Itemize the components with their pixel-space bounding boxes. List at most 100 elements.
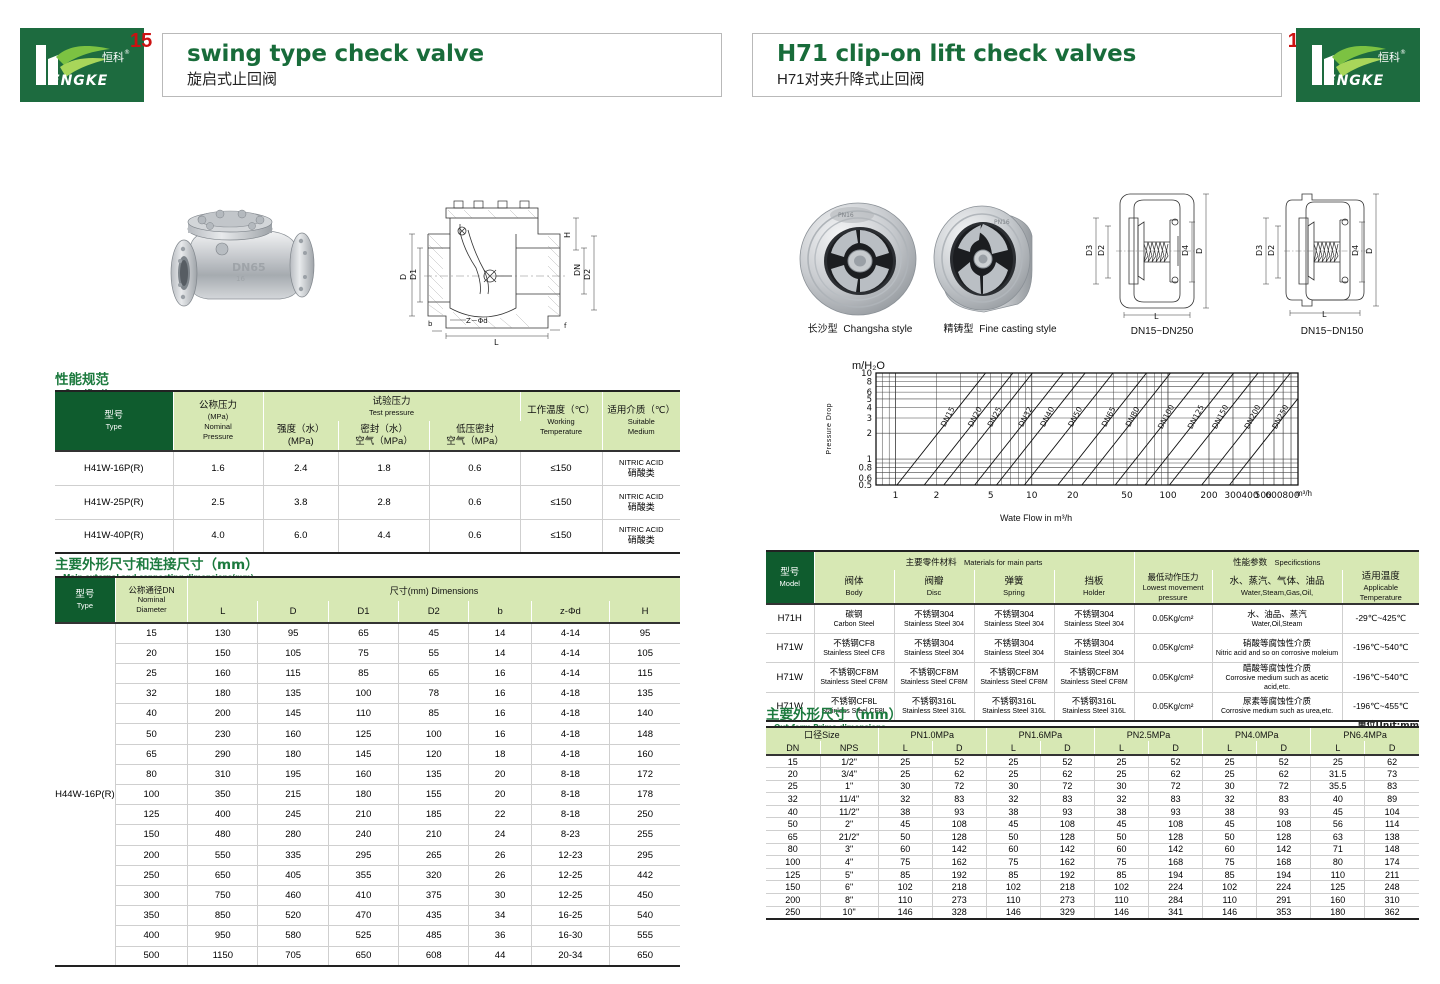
cell-zd: 8-18 xyxy=(531,804,611,825)
cell-L: 550 xyxy=(187,844,259,866)
cell-model: H71W xyxy=(766,632,815,662)
th-dim-d1: D1 xyxy=(328,601,400,623)
cell-zd: 12-25 xyxy=(531,864,611,886)
table-row: 250 650 405 355 320 26 12-25 442 xyxy=(55,864,680,886)
cell-v6: 50 xyxy=(1202,830,1258,844)
svg-text:5: 5 xyxy=(988,491,994,501)
cell-disc: 不锈钢316L Stainless Steel 316L xyxy=(894,691,975,721)
cell-v6: 102 xyxy=(1202,880,1258,894)
cell-zd: 16-30 xyxy=(531,925,611,946)
cell-dn: 300 xyxy=(115,884,189,906)
cell-v8: 63 xyxy=(1310,830,1366,844)
cell-lowest-pressure: 0.05Kg/cm² xyxy=(1134,603,1213,633)
cell-v7: 224 xyxy=(1256,880,1312,894)
cell-lowest-pressure: 0.05Kg/cm² xyxy=(1134,691,1213,721)
cell-v8: 40 xyxy=(1310,792,1366,806)
pressure-drop-flow-chart: m/H₂O Pressure Drop 10 8 6 5 4 3 2 1 0.8 0.6 0.5 1 2… xyxy=(826,360,1320,528)
table-row: 15 1/2" 25 52 25 52 25 52 25 52 25 62 xyxy=(766,754,1419,768)
cell-type: H41W-16P(R) xyxy=(55,450,174,485)
cell-H: 115 xyxy=(609,662,680,684)
th-dim-b: b xyxy=(468,601,532,623)
cell-v8: 71 xyxy=(1310,842,1366,856)
cell-v1: 162 xyxy=(932,855,987,869)
th-dim-d: D xyxy=(257,601,329,623)
cell-dn: 32 xyxy=(766,792,821,806)
cell-strength: 3.8 xyxy=(263,484,340,519)
cell-v4: 30 xyxy=(1094,779,1150,793)
cell-v2: 25 xyxy=(986,754,1041,768)
svg-text:10: 10 xyxy=(861,369,872,379)
cell-dn: 350 xyxy=(115,905,189,926)
cell-holder: 不锈钢304 Stainless Steel 304 xyxy=(1054,603,1135,633)
cell-zd: 4-14 xyxy=(531,642,611,664)
cell-v0: 38 xyxy=(878,804,933,818)
cell-v0: 32 xyxy=(878,792,933,806)
cell-v1: 128 xyxy=(932,830,987,844)
th-working-temp: 工作温度（℃） Working Temperature xyxy=(520,391,603,451)
cell-v8: 35.5 xyxy=(1310,779,1366,793)
svg-text:50: 50 xyxy=(1121,491,1133,501)
cell-v8: 80 xyxy=(1310,855,1366,869)
cell-nps: 1" xyxy=(820,779,879,793)
hengke-logo-icon-right: 恒科 ® ENGKE xyxy=(1306,37,1410,93)
cell-D: 215 xyxy=(257,783,329,805)
th-PN40MPa-L: L xyxy=(1202,741,1258,755)
svg-text:D: D xyxy=(399,274,408,280)
cell-applicable-temp: -196℃~540℃ xyxy=(1342,632,1419,662)
drawing-2-caption: DN15~DN150 xyxy=(1300,326,1364,337)
cell-D2: 78 xyxy=(398,683,470,704)
cell-seal: 2.8 xyxy=(338,484,431,519)
cell-v4: 32 xyxy=(1094,792,1150,806)
cell-H: 160 xyxy=(609,743,680,765)
cell-dn: 150 xyxy=(115,824,189,846)
table-row: 200 550 335 295 265 26 12-23 295 xyxy=(55,844,680,866)
cell-v2: 110 xyxy=(986,893,1041,907)
cell-H: 540 xyxy=(609,905,680,926)
cell-v3: 93 xyxy=(1040,804,1095,818)
cell-dn: 65 xyxy=(766,830,821,844)
cell-D: 145 xyxy=(257,703,329,724)
caption-cn: 长沙型 xyxy=(807,324,838,335)
drawing-1-caption: DN15~DN250 xyxy=(1130,326,1194,337)
cell-dn: 100 xyxy=(115,783,189,805)
cell-dn: 25 xyxy=(115,662,189,684)
cell-L: 850 xyxy=(187,905,259,926)
brand-logo-right: 恒科 ® ENGKE xyxy=(1296,28,1420,102)
cell-L: 650 xyxy=(187,864,259,886)
cell-holder: 不锈钢316L Stainless Steel 316L xyxy=(1054,691,1135,721)
cell-nps: 10" xyxy=(820,905,879,919)
svg-text:f: f xyxy=(564,322,567,330)
th-PN25MPa-L: L xyxy=(1094,741,1150,755)
svg-text:0.6: 0.6 xyxy=(858,474,872,484)
caption2-en: Fine casting style xyxy=(979,324,1057,335)
cell-D: 135 xyxy=(257,683,329,704)
cell-nps: 21/2" xyxy=(820,830,879,844)
table-row: H41W-25P(R) 2.5 3.8 2.8 0.6 ≤150 NITRIC ACID 硝酸… xyxy=(55,484,680,519)
cell-D: 180 xyxy=(257,743,329,765)
cell-v5: 142 xyxy=(1148,842,1204,856)
cell-spring: 不锈钢316L Stainless Steel 316L xyxy=(974,691,1055,721)
table-row: 80 310 195 160 135 20 8-18 172 xyxy=(55,763,680,785)
cell-type: H41W-40P(R) xyxy=(55,518,174,553)
table-row: 300 750 460 410 375 30 12-25 450 xyxy=(55,884,680,906)
cell-v5: 62 xyxy=(1148,767,1204,781)
cell-v6: 146 xyxy=(1202,905,1258,919)
cell-v3: 192 xyxy=(1040,867,1095,881)
svg-text:D1: D1 xyxy=(409,269,418,280)
cell-v3: 273 xyxy=(1040,893,1095,907)
cell-model: H71H xyxy=(766,603,815,633)
cell-v4: 110 xyxy=(1094,893,1150,907)
svg-text:D: D xyxy=(1195,248,1204,254)
cell-v0: 75 xyxy=(878,855,933,869)
cell-zd: 4-18 xyxy=(531,683,611,704)
svg-text:2: 2 xyxy=(867,429,872,439)
cell-nps: 4" xyxy=(820,855,879,869)
cell-holder: 不锈钢CF8M Stainless Steel CF8M xyxy=(1054,661,1135,692)
cell-D2: 135 xyxy=(398,763,470,785)
cell-v1: 72 xyxy=(932,779,987,793)
cell-working-temp: ≤150 xyxy=(520,518,603,553)
cell-H: 95 xyxy=(609,621,680,644)
th-holder: 挡板 Holder xyxy=(1054,570,1135,604)
cell-D2: 435 xyxy=(398,905,470,926)
svg-text:4: 4 xyxy=(867,403,872,413)
